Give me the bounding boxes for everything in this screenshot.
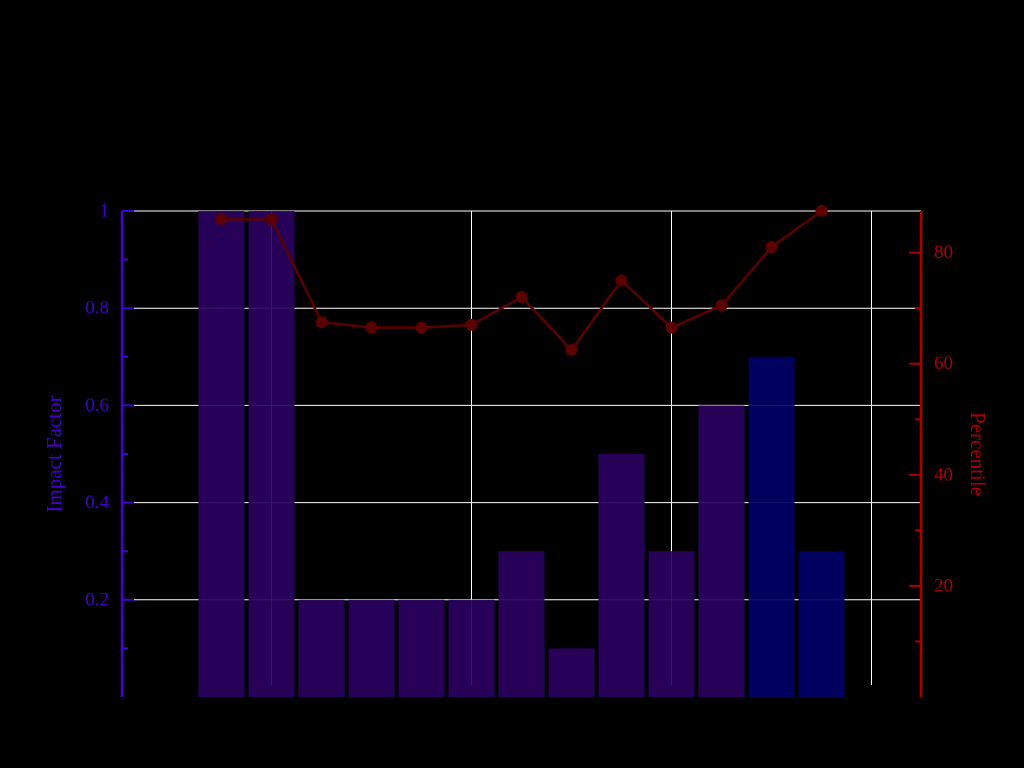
bar-series — [198, 211, 845, 697]
percentile-point — [665, 321, 678, 334]
percentile-point — [265, 213, 278, 226]
y-axis-left-tick-label: 0.2 — [85, 589, 109, 610]
percentile-line-series — [215, 205, 828, 356]
percentile-point — [615, 274, 628, 287]
bar — [648, 551, 695, 697]
percentile-point — [765, 241, 778, 254]
y-axis-left-tick-label: 1 — [100, 201, 110, 222]
percentile-point — [715, 299, 728, 312]
percentile-point — [815, 205, 828, 217]
bar — [348, 599, 395, 697]
y-axis-right-tick-label: 80 — [934, 242, 953, 263]
bar — [598, 454, 645, 697]
percentile-point — [465, 318, 478, 331]
y-axis-right-tick-label: 60 — [934, 353, 953, 374]
bar — [248, 211, 295, 697]
percentile-point — [215, 213, 228, 226]
bar — [498, 551, 545, 697]
bar — [748, 356, 795, 697]
percentile-point — [515, 291, 528, 304]
y-axis-right-tick-label: 40 — [934, 464, 953, 485]
bar — [398, 599, 445, 697]
y-axis-left-tick-label: 0.6 — [85, 395, 109, 416]
y-axis-right-tick-label: 20 — [934, 575, 953, 596]
y-axis-left-tick-label: 0.8 — [85, 298, 109, 319]
percentile-line — [221, 209, 823, 352]
percentile-point — [565, 343, 578, 356]
axes: 0.2 0.4 0.6 0.8 1 20 40 60 80 — [85, 201, 953, 697]
y-axis-left-tick-label: 0.4 — [85, 492, 109, 513]
bar — [448, 599, 495, 697]
bar — [198, 211, 245, 697]
bar — [698, 405, 745, 697]
bar — [298, 599, 345, 697]
y-axis-left-title: Impact Factor — [42, 395, 66, 512]
percentile-point — [365, 321, 378, 334]
bar — [798, 551, 845, 697]
y-axis-right-title: Percentile — [966, 412, 990, 496]
percentile-point — [415, 321, 428, 334]
bar — [548, 648, 595, 697]
percentile-point — [315, 316, 328, 329]
